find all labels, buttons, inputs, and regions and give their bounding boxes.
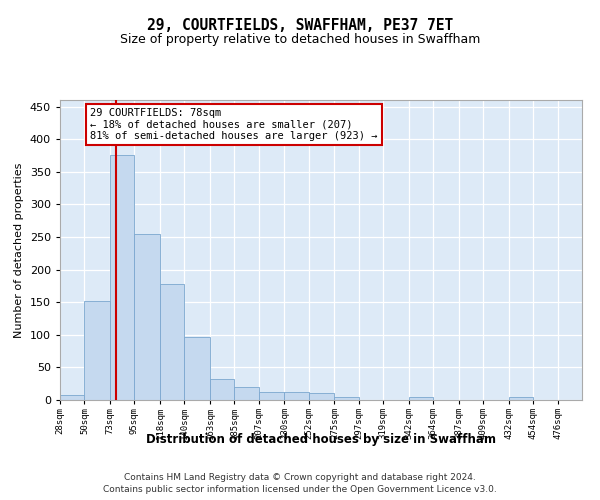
- Text: Size of property relative to detached houses in Swaffham: Size of property relative to detached ho…: [120, 32, 480, 46]
- Bar: [110, 156, 134, 400]
- Text: Contains HM Land Registry data © Crown copyright and database right 2024.: Contains HM Land Registry data © Crown c…: [124, 472, 476, 482]
- Bar: [210, 379, 235, 400]
- Text: Distribution of detached houses by size in Swaffham: Distribution of detached houses by size …: [146, 432, 496, 446]
- Bar: [235, 387, 259, 400]
- Text: Contains public sector information licensed under the Open Government Licence v3: Contains public sector information licen…: [103, 485, 497, 494]
- Text: 29 COURTFIELDS: 78sqm
← 18% of detached houses are smaller (207)
81% of semi-det: 29 COURTFIELDS: 78sqm ← 18% of detached …: [90, 108, 377, 141]
- Bar: [309, 394, 334, 400]
- Bar: [409, 398, 433, 400]
- Bar: [184, 338, 210, 400]
- Bar: [60, 396, 85, 400]
- Bar: [509, 398, 533, 400]
- Bar: [160, 284, 184, 400]
- Bar: [259, 392, 284, 400]
- Y-axis label: Number of detached properties: Number of detached properties: [14, 162, 24, 338]
- Bar: [85, 301, 110, 400]
- Text: 29, COURTFIELDS, SWAFFHAM, PE37 7ET: 29, COURTFIELDS, SWAFFHAM, PE37 7ET: [147, 18, 453, 32]
- Bar: [284, 392, 309, 400]
- Bar: [334, 398, 359, 400]
- Bar: [134, 234, 160, 400]
